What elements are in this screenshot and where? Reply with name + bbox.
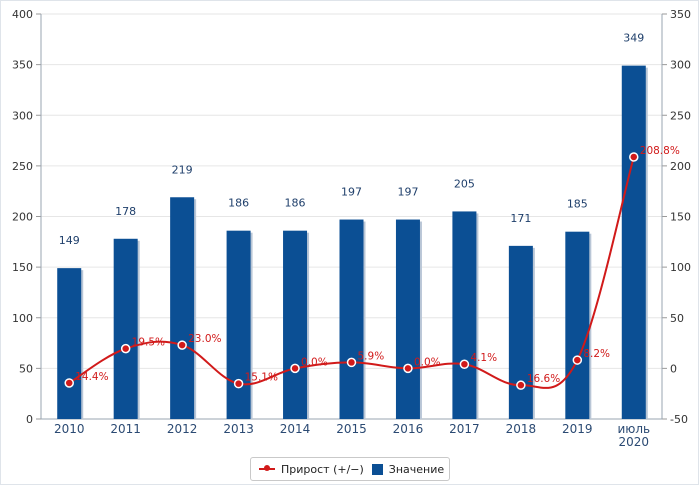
right-tick-label: 150 [670, 211, 691, 224]
bar [283, 230, 308, 419]
right-tick-label: 0 [670, 362, 677, 375]
growth-value-label: 8.2% [583, 348, 610, 360]
bar-value-label: 149 [59, 234, 80, 247]
bar-value-label: 197 [341, 186, 362, 199]
bar [226, 230, 251, 419]
right-tick-label: 350 [670, 8, 691, 21]
growth-value-label: 16.6% [527, 373, 560, 385]
left-axis: 0 50 100 150 200 250 300 350 400 [12, 8, 662, 426]
growth-value-label: 0.0% [414, 356, 441, 368]
bar-value-label: 171 [510, 212, 531, 225]
growth-value-label: 15.1% [245, 372, 278, 384]
bar [508, 245, 533, 419]
right-tick-label: 100 [670, 261, 691, 274]
growth-point [629, 152, 639, 162]
legend: Прирост (+/−) Значение [250, 457, 450, 481]
growth-point [120, 343, 131, 354]
right-tick-label: 200 [670, 160, 691, 173]
x-tick-label: 2017 [449, 422, 480, 436]
x-tick-label: 2019 [562, 422, 593, 436]
bar [339, 219, 364, 419]
growth-point [290, 363, 300, 374]
gridlines [41, 13, 662, 420]
legend-label-value: Значение [388, 462, 445, 476]
growth-line: 14.4% 19.5% 23.0% 15.1% 0.0% 5.9% 0.0% 4.1% 16.6… [64, 145, 680, 390]
x-tick-label: 2010 [54, 422, 85, 436]
growth-value-label: 19.5% [132, 337, 165, 349]
legend-line-marker-icon [259, 465, 275, 471]
growth-point [233, 378, 244, 389]
bar [565, 231, 590, 419]
bar [621, 65, 646, 419]
growth-point [459, 359, 470, 369]
growth-point [177, 340, 187, 350]
right-tick-label: 50 [670, 312, 684, 325]
right-tick-label: -50 [670, 413, 688, 426]
legend-item-growth[interactable]: Прирост (+/−) [259, 463, 364, 476]
growth-point [403, 363, 413, 374]
bar-value-label: 219 [172, 163, 193, 176]
growth-value-label: 14.4% [75, 371, 108, 383]
legend-label-growth: Прирост (+/−) [281, 462, 364, 476]
left-tick-label: 0 [26, 413, 33, 426]
x-axis-labels: 2010 2011 2012 2013 2014 2015 2016 2017 2018 2019… [54, 422, 650, 449]
right-tick-label: 300 [670, 59, 691, 72]
bar-value-label: 186 [285, 197, 306, 210]
left-tick-label: 300 [12, 109, 33, 122]
x-tick-label: 2011 [110, 422, 141, 436]
growth-value-label: 23.0% [188, 333, 221, 345]
bar [452, 211, 477, 419]
growth-line-path [68, 156, 635, 389]
bar [395, 219, 420, 419]
bar [57, 268, 82, 419]
growth-value-label: 4.1% [470, 352, 497, 364]
bars [57, 65, 648, 419]
left-tick-label: 150 [12, 261, 33, 274]
x-tick-label: 2015 [336, 422, 367, 436]
growth-value-label: 208.8% [640, 145, 680, 157]
growth-point [572, 355, 583, 365]
left-tick-label: 350 [12, 59, 33, 72]
bar-value-label: 186 [228, 197, 249, 210]
x-tick-label: 2016 [393, 422, 424, 436]
bar-value-label: 349 [623, 32, 644, 45]
bar [113, 238, 138, 419]
legend-box-marker-icon [371, 463, 383, 475]
left-tick-label: 250 [12, 160, 33, 173]
x-tick-label: 2018 [506, 422, 537, 436]
legend-item-value[interactable]: Значение [371, 462, 445, 476]
bar-value-labels: 149 178 219 186 186 197 197 205 171 185 349 [59, 32, 645, 247]
right-axis: -50 0 50 100 150 200 250 300 350 [661, 8, 691, 426]
right-tick-label: 250 [670, 109, 691, 122]
x-tick-label: июль [617, 422, 650, 436]
growth-point [64, 378, 74, 388]
growth-point [516, 380, 526, 390]
left-tick-label: 200 [12, 211, 33, 224]
bar-value-label: 178 [115, 205, 136, 218]
x-tick-label: 2020 [618, 435, 649, 449]
growth-point [346, 357, 357, 368]
bar [170, 197, 195, 419]
x-tick-label: 2012 [167, 422, 198, 436]
x-tick-label: 2014 [280, 422, 311, 436]
left-tick-label: 100 [12, 312, 33, 325]
x-tick-label: 2013 [223, 422, 254, 436]
left-tick-label: 400 [12, 8, 33, 21]
bar-value-label: 197 [397, 186, 418, 199]
growth-value-label: 5.9% [358, 350, 385, 362]
bar-value-label: 205 [454, 177, 475, 190]
left-tick-label: 50 [19, 362, 33, 375]
growth-value-label: 0.0% [301, 356, 328, 368]
bar-value-label: 185 [567, 198, 588, 211]
